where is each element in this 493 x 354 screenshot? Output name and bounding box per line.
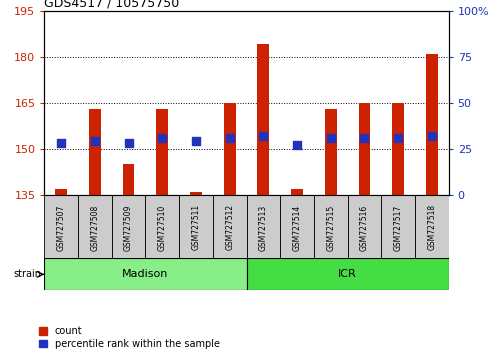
Text: GSM727507: GSM727507: [57, 204, 66, 251]
Text: GSM727508: GSM727508: [90, 204, 100, 251]
Bar: [179, 195, 213, 258]
Text: GSM727516: GSM727516: [360, 204, 369, 251]
Text: strain: strain: [13, 269, 41, 279]
Bar: [348, 195, 381, 258]
Bar: [123, 164, 135, 195]
Bar: [190, 192, 202, 195]
Bar: [78, 195, 112, 258]
Point: [158, 135, 166, 141]
Legend: count, percentile rank within the sample: count, percentile rank within the sample: [39, 326, 220, 349]
Bar: [426, 53, 438, 195]
Bar: [358, 103, 370, 195]
Point: [57, 140, 65, 146]
Text: GSM727518: GSM727518: [427, 204, 436, 250]
Bar: [44, 258, 247, 290]
Bar: [246, 195, 280, 258]
Text: GSM727511: GSM727511: [191, 204, 201, 250]
Point: [327, 135, 335, 141]
Text: Madison: Madison: [122, 269, 169, 279]
Bar: [224, 103, 236, 195]
Text: ICR: ICR: [338, 269, 357, 279]
Bar: [246, 258, 449, 290]
Bar: [392, 103, 404, 195]
Bar: [213, 195, 246, 258]
Point: [125, 140, 133, 146]
Bar: [112, 195, 145, 258]
Text: GDS4517 / 10575750: GDS4517 / 10575750: [44, 0, 179, 10]
Bar: [415, 195, 449, 258]
Bar: [55, 189, 67, 195]
Bar: [325, 109, 337, 195]
Point: [428, 133, 436, 139]
Bar: [381, 195, 415, 258]
Bar: [314, 195, 348, 258]
Text: GSM727514: GSM727514: [292, 204, 302, 251]
Point: [259, 133, 267, 139]
Bar: [291, 189, 303, 195]
Text: GSM727515: GSM727515: [326, 204, 335, 251]
Bar: [145, 195, 179, 258]
Point: [226, 135, 234, 141]
Bar: [89, 109, 101, 195]
Point: [293, 142, 301, 148]
Bar: [44, 195, 78, 258]
Text: GSM727513: GSM727513: [259, 204, 268, 251]
Point: [91, 138, 99, 144]
Bar: [156, 109, 168, 195]
Text: GSM727510: GSM727510: [158, 204, 167, 251]
Bar: [280, 195, 314, 258]
Point: [360, 135, 368, 141]
Point: [192, 138, 200, 144]
Text: GSM727517: GSM727517: [393, 204, 403, 251]
Point: [394, 135, 402, 141]
Text: GSM727509: GSM727509: [124, 204, 133, 251]
Text: GSM727512: GSM727512: [225, 204, 234, 250]
Bar: [257, 44, 269, 195]
